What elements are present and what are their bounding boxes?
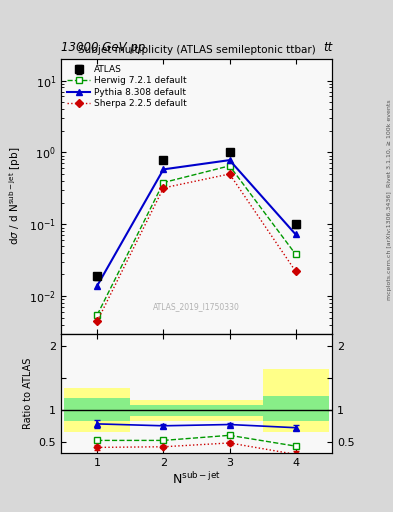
Pythia 8.308 default bbox=[95, 283, 100, 289]
Y-axis label: d$\sigma$ / d N$^{\mathrm{sub-jet}}$ [pb]: d$\sigma$ / d N$^{\mathrm{sub-jet}}$ [pb… bbox=[8, 147, 24, 245]
Line: Pythia 8.308 default: Pythia 8.308 default bbox=[94, 157, 299, 289]
Line: Sherpa 2.2.5 default: Sherpa 2.2.5 default bbox=[94, 171, 299, 324]
Legend: ATLAS, Herwig 7.2.1 default, Pythia 8.308 default, Sherpa 2.2.5 default: ATLAS, Herwig 7.2.1 default, Pythia 8.30… bbox=[65, 63, 189, 110]
Herwig 7.2.1 default bbox=[227, 163, 232, 169]
Text: tt: tt bbox=[323, 41, 332, 54]
Y-axis label: Ratio to ATLAS: Ratio to ATLAS bbox=[23, 358, 33, 429]
Text: ATLAS_2019_I1750330: ATLAS_2019_I1750330 bbox=[153, 302, 240, 311]
Text: Rivet 3.1.10, ≥ 100k events: Rivet 3.1.10, ≥ 100k events bbox=[387, 99, 392, 187]
X-axis label: N$^{\mathrm{sub-jet}}$: N$^{\mathrm{sub-jet}}$ bbox=[172, 471, 221, 487]
Sherpa 2.2.5 default bbox=[293, 268, 298, 274]
Sherpa 2.2.5 default bbox=[95, 318, 100, 324]
Pythia 8.308 default bbox=[227, 157, 232, 163]
Pythia 8.308 default bbox=[161, 166, 166, 173]
Herwig 7.2.1 default bbox=[95, 312, 100, 318]
Text: mcplots.cern.ch [arXiv:1306.3436]: mcplots.cern.ch [arXiv:1306.3436] bbox=[387, 191, 392, 300]
Sherpa 2.2.5 default bbox=[161, 185, 166, 191]
Title: Subjet multiplicity (ATLAS semileptonic ttbar): Subjet multiplicity (ATLAS semileptonic … bbox=[78, 46, 315, 55]
Text: 13000 GeV pp: 13000 GeV pp bbox=[61, 41, 145, 54]
Herwig 7.2.1 default bbox=[293, 251, 298, 258]
Pythia 8.308 default bbox=[293, 231, 298, 238]
Herwig 7.2.1 default bbox=[161, 180, 166, 186]
Sherpa 2.2.5 default bbox=[227, 171, 232, 177]
Line: Herwig 7.2.1 default: Herwig 7.2.1 default bbox=[94, 163, 299, 318]
